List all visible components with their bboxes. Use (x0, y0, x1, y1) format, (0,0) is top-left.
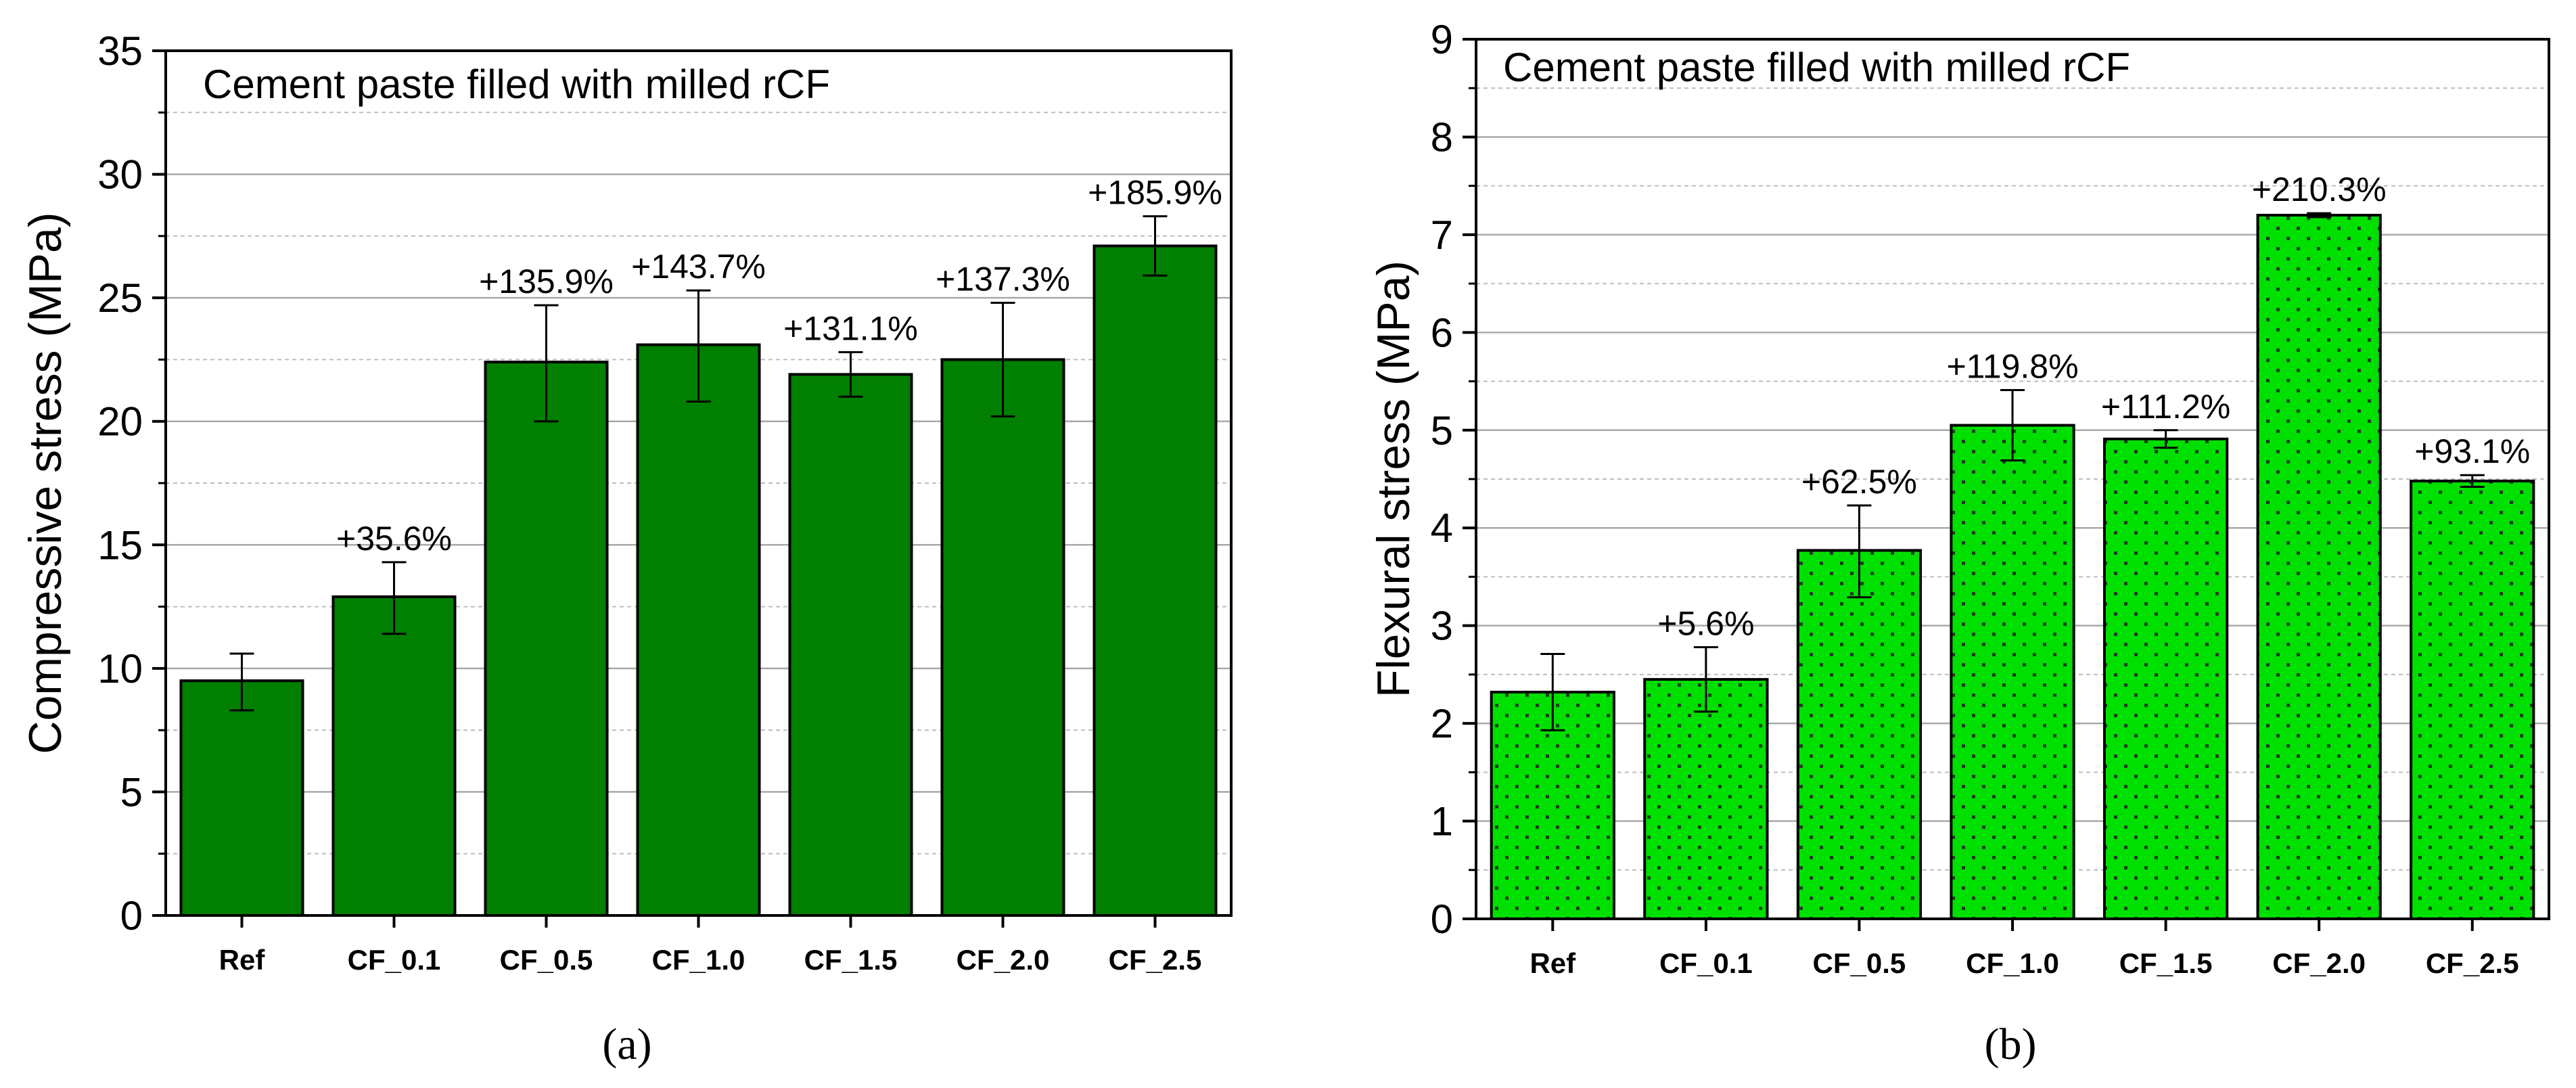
bar-CF_2.0 (2256, 214, 2382, 920)
y-tick-label: 30 (97, 152, 143, 198)
data-label: +137.3% (936, 260, 1070, 298)
bar-CF_1.0 (636, 343, 761, 917)
data-label: +143.7% (631, 248, 766, 286)
y-tick-label: 0 (120, 893, 143, 938)
data-label: +93.1% (2414, 432, 2530, 470)
x-tick-label: Ref (1530, 947, 1576, 979)
y-tick-label: 4 (1431, 505, 1453, 551)
y-tick-label: 15 (97, 522, 143, 568)
bar-CF_0.1 (1643, 678, 1769, 920)
data-label: +119.8% (1946, 348, 2078, 386)
x-tick-label: CF_1.0 (1966, 947, 2059, 979)
y-axis-title: Flexural stress (MPa) (1368, 260, 1419, 698)
y-tick-label: 6 (1431, 310, 1453, 355)
bar-CF_0.1 (331, 595, 457, 917)
x-tick-label: CF_2.0 (2272, 947, 2366, 979)
bar-CF_2.0 (940, 358, 1065, 917)
x-tick-label: CF_2.5 (1109, 944, 1202, 976)
panel-label: (a) (602, 1020, 651, 1069)
x-tick-label: CF_0.5 (500, 944, 593, 976)
y-tick-label: 5 (1431, 408, 1453, 453)
bar-CF_2.5 (2410, 479, 2535, 920)
y-tick-label: 7 (1431, 212, 1453, 258)
y-axis-title: Compressive stress (MPa) (20, 212, 71, 754)
y-tick-label: 0 (1431, 897, 1453, 942)
x-tick-label: CF_0.1 (1659, 947, 1753, 979)
y-tick-label: 35 (97, 28, 143, 74)
data-label: +111.2% (2101, 388, 2230, 426)
data-label: +5.6% (1657, 604, 1754, 642)
bar-CF_0.5 (484, 361, 609, 917)
y-tick-label: 20 (97, 399, 143, 445)
chart-title: Cement paste filled with milled rCF (203, 62, 830, 107)
data-label: +210.3% (2252, 171, 2387, 208)
x-tick-label: CF_2.5 (2426, 947, 2519, 979)
y-tick-label: 9 (1431, 17, 1453, 62)
bar-CF_1.5 (2102, 437, 2229, 920)
x-tick-label: CF_1.5 (2119, 947, 2213, 979)
x-tick-label: CF_1.5 (804, 944, 898, 976)
data-label: +62.5% (1801, 463, 1917, 501)
x-tick-label: CF_2.0 (957, 944, 1050, 976)
y-tick-label: 2 (1431, 701, 1453, 746)
bar-CF_0.5 (1796, 549, 1923, 920)
x-tick-label: CF_1.0 (652, 944, 745, 976)
x-tick-label: CF_0.1 (348, 944, 441, 976)
data-label: +135.9% (479, 263, 614, 300)
y-tick-label: 5 (120, 769, 143, 815)
y-tick-label: 10 (97, 646, 143, 692)
chart-panel-a: Ref +35.6% CF_0.1 +135.9% CF_0.5 +143.7% CF_1.… (20, 28, 1233, 1069)
panel-label: (b) (1985, 1020, 2037, 1069)
data-label: +185.9% (1088, 174, 1222, 212)
chart-panel-b: Ref +5.6% CF_0.1 +62.5% CF_0.5 +119.8% CF_1.0 +… (1368, 17, 2550, 1069)
data-label: +131.1% (783, 309, 918, 347)
y-tick-label: 3 (1431, 604, 1453, 649)
data-label: +35.6% (336, 520, 452, 558)
x-tick-label: CF_0.5 (1813, 947, 1906, 979)
bar-CF_1.5 (788, 373, 913, 917)
y-tick-label: 25 (97, 275, 143, 321)
chart-title: Cement paste filled with milled rCF (1503, 45, 2130, 90)
y-tick-label: 8 (1431, 114, 1453, 160)
bar-CF_1.0 (1950, 424, 2075, 920)
bar-CF_2.5 (1092, 244, 1218, 917)
bar-Ref (179, 679, 304, 917)
x-tick-label: Ref (219, 944, 266, 976)
y-tick-label: 1 (1431, 799, 1453, 844)
